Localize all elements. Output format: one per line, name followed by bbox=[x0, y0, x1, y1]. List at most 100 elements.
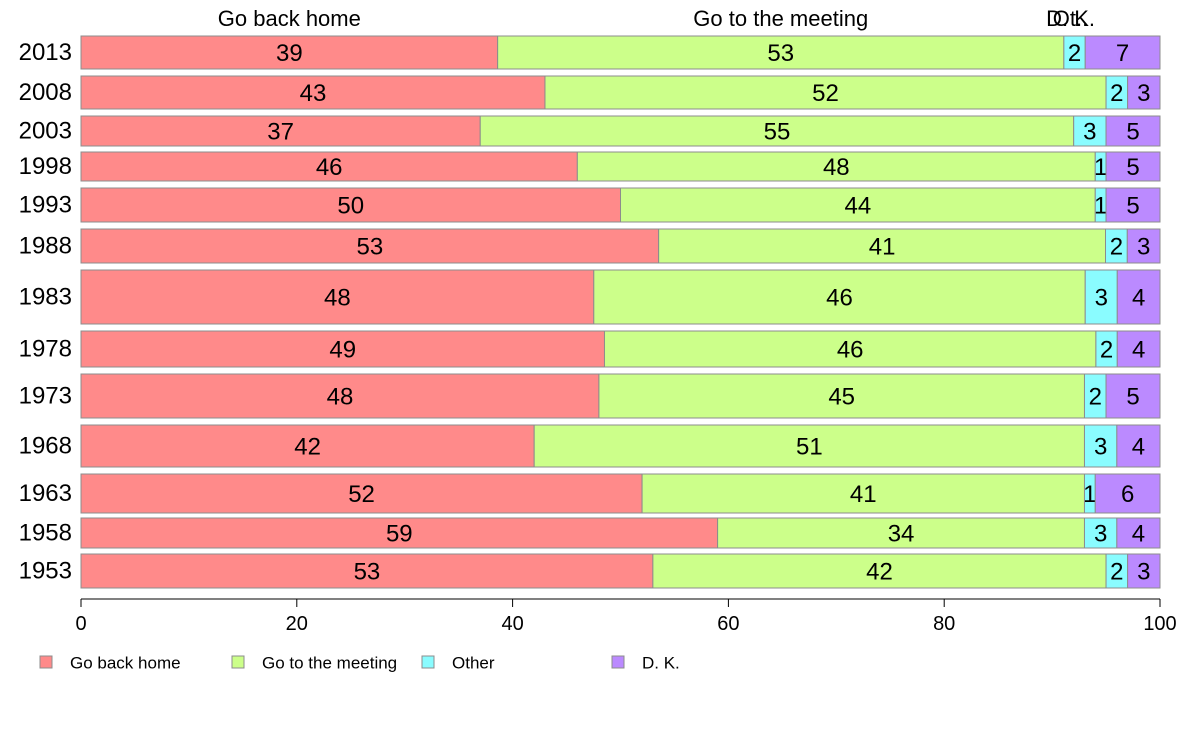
column-header-ot: Ot.. bbox=[1053, 6, 1088, 31]
legend-swatch-other bbox=[421, 655, 435, 669]
data-label-other-1958: 3 bbox=[1094, 521, 1107, 548]
bar-go-back-home-2008 bbox=[80, 75, 546, 110]
bar-go-back-home-1953 bbox=[80, 553, 654, 589]
data-label-other-1978: 2 bbox=[1100, 337, 1113, 364]
bar-go-to-the-meeting-2008 bbox=[544, 75, 1107, 110]
legend-label-other: Other bbox=[452, 654, 495, 673]
year-label-1988: 1988 bbox=[19, 233, 72, 260]
bar-go-to-the-meeting-1988 bbox=[658, 228, 1107, 264]
bar-d-k-1978 bbox=[1116, 330, 1161, 368]
bar-go-to-the-meeting-1973 bbox=[598, 373, 1085, 419]
data-label-go-back-home-2003: 37 bbox=[267, 119, 294, 146]
data-label-go-back-home-1978: 49 bbox=[329, 337, 356, 364]
legend: Go back home Go to the meeting Other D. K. bbox=[39, 654, 680, 673]
bar-go-back-home-1958 bbox=[80, 517, 719, 549]
data-label-d-k-1978: 4 bbox=[1132, 337, 1145, 364]
data-label-go-to-the-meeting-1978: 46 bbox=[837, 337, 864, 364]
bar-d-k-1963 bbox=[1094, 473, 1161, 514]
data-label-d-k-1968: 4 bbox=[1132, 434, 1145, 461]
bar-d-k-2003 bbox=[1105, 115, 1161, 147]
column-headers: Go back home Go to the meeting Ot..D. K. bbox=[218, 6, 1095, 31]
bar-go-back-home-2013 bbox=[80, 35, 499, 70]
legend-label-d-k: D. K. bbox=[642, 654, 680, 673]
data-label-go-back-home-1993: 50 bbox=[337, 193, 364, 220]
bar-other-2003 bbox=[1073, 115, 1107, 147]
bar-go-to-the-meeting-1968 bbox=[533, 424, 1085, 468]
data-label-go-back-home-2008: 43 bbox=[300, 80, 327, 107]
bar-go-back-home-1978 bbox=[80, 330, 605, 368]
data-label-d-k-1973: 5 bbox=[1126, 384, 1139, 411]
data-label-go-to-the-meeting-2003: 55 bbox=[764, 119, 791, 146]
data-label-other-1988: 2 bbox=[1110, 234, 1123, 261]
bar-go-to-the-meeting-2003 bbox=[479, 115, 1075, 147]
data-label-go-back-home-1968: 42 bbox=[294, 434, 321, 461]
year-label-2003: 2003 bbox=[19, 118, 72, 145]
bar-go-to-the-meeting-1993 bbox=[620, 187, 1096, 223]
bar-go-back-home-1963 bbox=[80, 473, 643, 514]
data-label-go-back-home-1963: 52 bbox=[348, 481, 375, 508]
bar-go-back-home-1988 bbox=[80, 228, 660, 264]
data-label-d-k-2013: 7 bbox=[1116, 40, 1129, 67]
bar-d-k-2008 bbox=[1127, 75, 1161, 110]
data-label-other-1998: 1 bbox=[1094, 154, 1107, 181]
data-label-go-to-the-meeting-1998: 48 bbox=[823, 154, 850, 181]
data-label-go-back-home-1998: 46 bbox=[316, 154, 343, 181]
bar-go-to-the-meeting-1953 bbox=[652, 553, 1107, 589]
data-label-d-k-1988: 3 bbox=[1137, 234, 1150, 261]
data-label-d-k-1953: 3 bbox=[1137, 559, 1150, 586]
data-label-d-k-1958: 4 bbox=[1132, 521, 1145, 548]
x-axis: 0 20 40 60 80 100 bbox=[75, 598, 1177, 635]
bar-go-back-home-1973 bbox=[80, 373, 600, 419]
x-tick-label-0: 0 bbox=[75, 613, 86, 635]
year-label-1993: 1993 bbox=[19, 192, 72, 219]
legend-swatch-go-back-home bbox=[39, 655, 53, 669]
data-label-d-k-1998: 5 bbox=[1126, 154, 1139, 181]
legend-label-go-back-home: Go back home bbox=[70, 654, 181, 673]
data-label-d-k-1983: 4 bbox=[1132, 285, 1145, 312]
data-label-go-back-home-1958: 59 bbox=[386, 521, 413, 548]
year-label-2013: 2013 bbox=[19, 39, 72, 66]
data-label-go-to-the-meeting-1953: 42 bbox=[866, 559, 893, 586]
data-label-go-to-the-meeting-1993: 44 bbox=[845, 193, 872, 220]
data-label-d-k-1993: 5 bbox=[1126, 193, 1139, 220]
x-tick-label-20: 20 bbox=[286, 613, 308, 635]
legend-label-go-to-the-meeting: Go to the meeting bbox=[262, 654, 397, 673]
year-label-1958: 1958 bbox=[19, 520, 72, 547]
data-label-d-k-2003: 5 bbox=[1126, 119, 1139, 146]
bar-go-back-home-1983 bbox=[80, 269, 595, 325]
data-label-go-to-the-meeting-1968: 51 bbox=[796, 434, 823, 461]
data-label-go-back-home-1983: 48 bbox=[324, 285, 351, 312]
year-label-1978: 1978 bbox=[19, 336, 72, 363]
column-header-go-to-the-meeting: Go to the meeting bbox=[693, 6, 868, 31]
x-tick-label-100: 100 bbox=[1143, 613, 1176, 635]
data-label-go-to-the-meeting-1988: 41 bbox=[869, 234, 896, 261]
data-label-other-1983: 3 bbox=[1095, 285, 1108, 312]
x-tick-label-40: 40 bbox=[501, 613, 523, 635]
bar-go-to-the-meeting-1958 bbox=[717, 517, 1085, 549]
data-label-other-2008: 2 bbox=[1110, 80, 1123, 107]
bar-d-k-1988 bbox=[1126, 228, 1161, 264]
bar-d-k-2013 bbox=[1084, 35, 1161, 70]
bar-go-to-the-meeting-2013 bbox=[497, 35, 1065, 70]
bar-d-k-1998 bbox=[1105, 151, 1161, 182]
data-label-go-to-the-meeting-2013: 53 bbox=[767, 40, 794, 67]
data-label-other-1973: 2 bbox=[1089, 384, 1102, 411]
bar-other-1983 bbox=[1084, 269, 1118, 325]
year-label-1973: 1973 bbox=[19, 383, 72, 410]
data-label-go-to-the-meeting-1983: 46 bbox=[826, 285, 853, 312]
data-label-d-k-2008: 3 bbox=[1137, 80, 1150, 107]
data-label-go-to-the-meeting-1963: 41 bbox=[850, 481, 877, 508]
data-label-other-1963: 1 bbox=[1083, 481, 1096, 508]
bar-go-back-home-2003 bbox=[80, 115, 481, 147]
data-label-go-back-home-1988: 53 bbox=[356, 234, 383, 261]
bar-other-1958 bbox=[1083, 517, 1118, 549]
data-label-go-back-home-1953: 53 bbox=[354, 559, 381, 586]
bar-d-k-1973 bbox=[1105, 373, 1161, 419]
x-tick-label-80: 80 bbox=[933, 613, 955, 635]
bar-d-k-1983 bbox=[1116, 269, 1161, 325]
legend-swatch-d-k bbox=[611, 655, 625, 669]
column-header-go-back-home: Go back home bbox=[218, 6, 361, 31]
data-label-other-1953: 2 bbox=[1110, 559, 1123, 586]
